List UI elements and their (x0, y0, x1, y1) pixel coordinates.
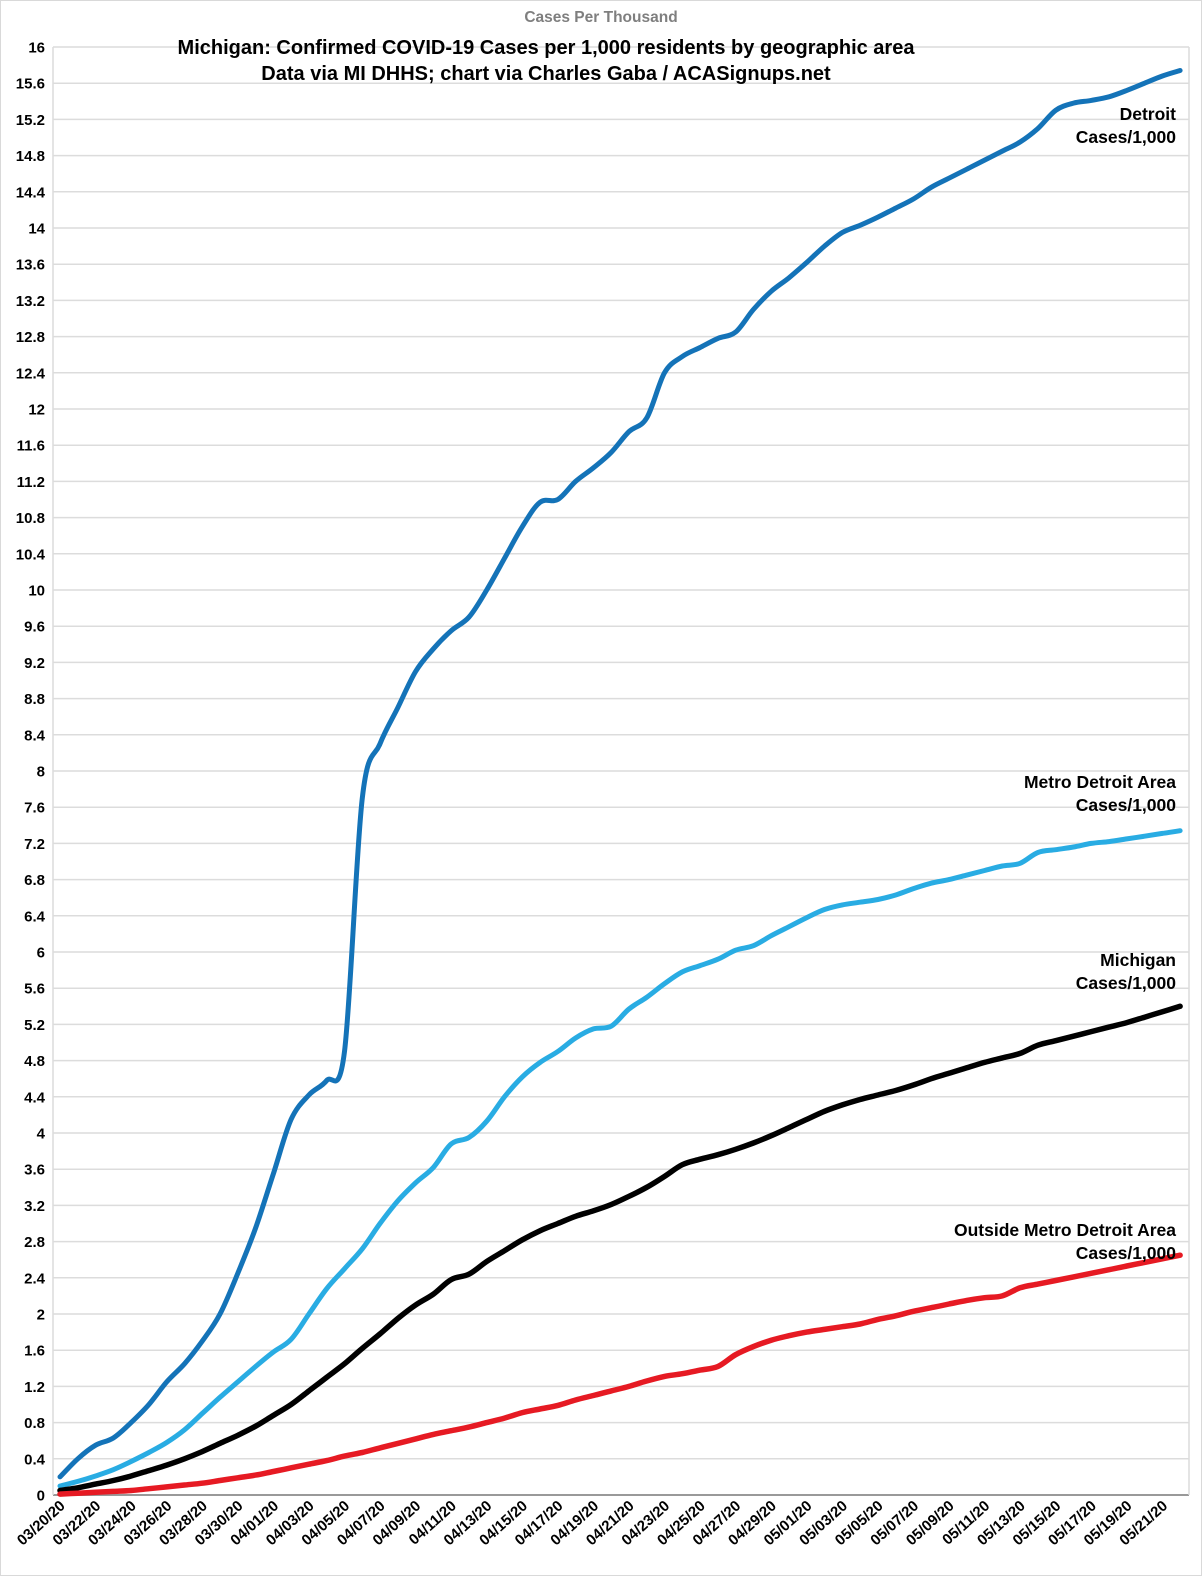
y-axis-tick-label: 12 (28, 402, 45, 419)
series-label-detroit: Detroit Cases/1,000 (1076, 103, 1176, 149)
series-label-detroit-line1: Detroit (1119, 104, 1176, 124)
series-label-michigan: Michigan Cases/1,000 (1076, 949, 1176, 995)
series-label-metro-detroit: Metro Detroit Area Cases/1,000 (1024, 771, 1176, 817)
y-axis-tick-label: 3.6 (24, 1162, 45, 1179)
y-axis-tick-label: 10.4 (16, 546, 46, 563)
y-axis-tick-label: 0 (37, 1488, 45, 1505)
y-axis-tick-label: 6.4 (24, 908, 46, 925)
y-axis-tick-label: 14 (28, 221, 45, 238)
series-label-metro-line1: Metro Detroit Area (1023, 772, 1176, 792)
series-line-outside-metro-detroit-area-cases-1-000 (57, 1252, 1183, 1497)
y-axis-tick-label: 3.2 (24, 1198, 45, 1215)
y-axis-tick-label: 4 (37, 1126, 46, 1143)
chart-title-line2: Data via MI DHHS; chart via Charles Gaba… (261, 63, 831, 85)
y-axis-tick-label: 15.2 (16, 112, 45, 129)
y-axis-tick-label: 13.6 (16, 257, 45, 274)
y-axis-tick-label: 14.4 (16, 184, 46, 201)
y-axis-tick-label: 7.6 (24, 800, 45, 817)
y-axis-tick-label: 0.8 (24, 1415, 45, 1432)
y-axis-tick-label: 11.6 (17, 438, 45, 455)
y-axis-tick-label: 11.2 (17, 474, 45, 491)
y-axis-tick-label: 5.2 (24, 1017, 45, 1034)
y-axis-tick-label: 2.8 (24, 1234, 45, 1251)
chart-axis-title: Cases Per Thousand (524, 9, 678, 26)
series-label-outside-line2: Cases/1,000 (1075, 1242, 1176, 1263)
series-label-outside-line1: Outside Metro Detroit Area (953, 1220, 1176, 1240)
series-line-metro-detroit-area-cases-1-000 (57, 828, 1183, 1489)
y-axis-tick-label: 8.4 (24, 727, 46, 744)
y-axis-tick-label: 8 (37, 764, 45, 781)
series-label-outside-metro: Outside Metro Detroit Area Cases/1,000 (954, 1219, 1176, 1265)
y-axis-tick-label: 0.4 (24, 1451, 46, 1468)
y-axis-tick-label: 10 (28, 583, 45, 600)
y-axis-tick-label: 16 (28, 40, 45, 57)
series-line-michigan-cases-1-000 (57, 1003, 1183, 1494)
y-axis-tick-label: 6.8 (24, 872, 45, 889)
y-axis-tick-label: 8.8 (24, 691, 45, 708)
y-axis-tick-label: 7.2 (24, 836, 45, 853)
y-axis-tick-label: 13.2 (16, 293, 45, 310)
y-axis-tick-label: 2 (37, 1307, 45, 1324)
y-axis-tick-label: 6 (37, 945, 45, 962)
y-axis-tick-label: 12.4 (16, 365, 46, 382)
series-label-detroit-line2: Cases/1,000 (1075, 126, 1176, 147)
y-axis-tick-label: 9.2 (24, 655, 45, 672)
y-axis-tick-label: 9.6 (24, 619, 45, 636)
y-axis-tick-label: 4.4 (24, 1089, 46, 1106)
y-axis-tick-label: 1.2 (24, 1379, 45, 1396)
y-axis-tick-label: 14.8 (16, 148, 45, 165)
series-label-michigan-line2: Cases/1,000 (1075, 972, 1176, 993)
series-label-metro-line2: Cases/1,000 (1075, 794, 1176, 815)
y-axis-tick-label: 10.8 (16, 510, 45, 527)
y-axis-tick-label: 15.6 (16, 76, 45, 93)
series-line-detroit-cases-1-000 (57, 68, 1183, 1480)
chart-title-line1: Michigan: Confirmed COVID-19 Cases per 1… (177, 37, 915, 59)
y-axis-tick-label: 12.8 (16, 329, 45, 346)
y-axis-tick-label: 2.4 (24, 1270, 46, 1287)
y-axis-tick-label: 5.6 (24, 981, 45, 998)
y-axis-tick-label: 1.6 (24, 1343, 45, 1360)
series-label-michigan-line1: Michigan (1100, 950, 1176, 970)
y-axis-tick-label: 4.8 (24, 1053, 45, 1070)
